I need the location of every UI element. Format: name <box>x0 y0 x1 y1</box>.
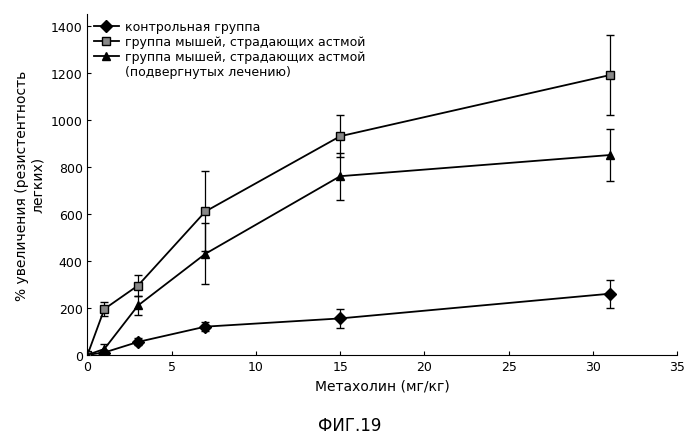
X-axis label: Метахолин (мг/кг): Метахолин (мг/кг) <box>315 378 449 392</box>
Legend: контрольная группа, группа мышей, страдающих астмой, группа мышей, страдающих ас: контрольная группа, группа мышей, страда… <box>90 18 369 82</box>
Y-axis label: % увеличения (резистентность
легких): % увеличения (резистентность легких) <box>15 70 46 300</box>
Text: ФИГ.19: ФИГ.19 <box>318 416 382 434</box>
